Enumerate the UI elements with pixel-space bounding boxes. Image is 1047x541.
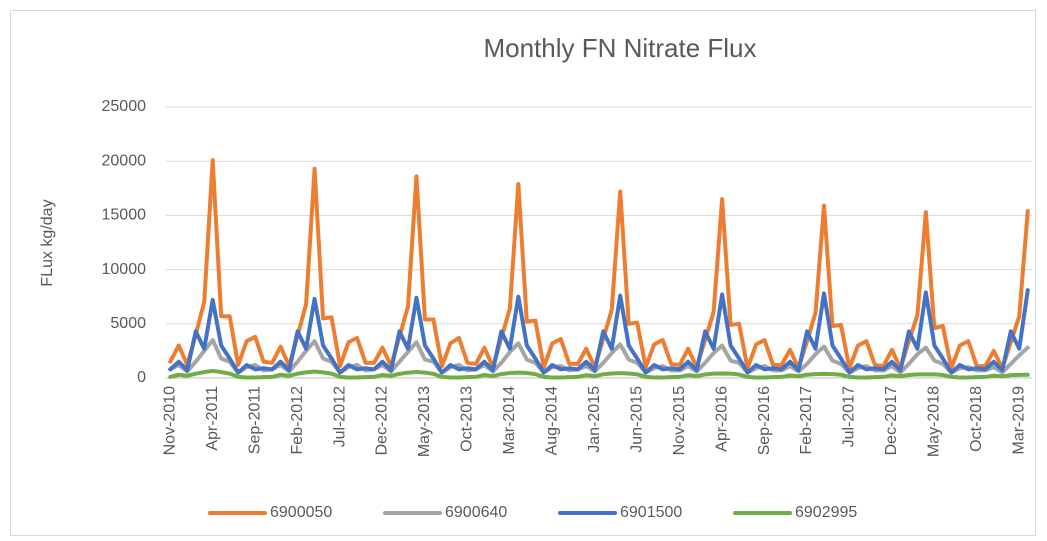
y-tick-label: 25000 (102, 98, 147, 115)
y-tick-label: 0 (137, 369, 146, 386)
x-tick-label: Aug-2014 (544, 386, 561, 455)
y-tick-label: 5000 (110, 315, 146, 332)
x-tick-label: Dec-2012 (374, 386, 391, 455)
x-tick-label: Sep-2011 (246, 386, 263, 454)
y-axis-label: FLux kg/day (39, 199, 56, 286)
x-tick-label: Mar-2014 (501, 386, 518, 455)
x-tick-label: Mar-2019 (1010, 386, 1027, 455)
y-tick-label: 20000 (102, 152, 147, 169)
legend-label: 6901500 (620, 504, 682, 521)
x-tick-label: Feb-2012 (289, 386, 306, 455)
y-tick-label: 10000 (102, 261, 147, 278)
x-tick-label: May-2018 (926, 386, 943, 457)
x-tick-label: Jun-2015 (628, 386, 645, 453)
x-tick-label: Feb-2017 (798, 386, 815, 455)
x-tick-label: Oct-2018 (968, 386, 985, 452)
x-tick-label: Jul-2017 (841, 386, 858, 447)
series-line (168, 288, 1030, 375)
x-tick-label: Jan-2015 (586, 386, 603, 453)
series-line (168, 368, 1030, 380)
x-tick-label: Apr-2011 (204, 386, 221, 451)
x-tick-label: May-2013 (416, 386, 433, 457)
legend-label: 6900050 (270, 504, 332, 521)
y-tick-label: 15000 (102, 207, 147, 224)
x-tick-label: Sep-2016 (756, 386, 773, 455)
x-tick-label: Nov-2015 (671, 386, 688, 455)
chart-title: Monthly FN Nitrate Flux (483, 33, 756, 63)
x-tick-label: Nov-2010 (161, 386, 178, 455)
legend-label: 6900640 (445, 504, 507, 521)
x-tick-label: Jul-2012 (331, 386, 348, 447)
legend-label: 6902995 (795, 504, 857, 521)
x-tick-label: Oct-2013 (459, 386, 476, 452)
x-tick-label: Apr-2016 (713, 386, 730, 452)
x-tick-label: Dec-2017 (883, 386, 900, 455)
